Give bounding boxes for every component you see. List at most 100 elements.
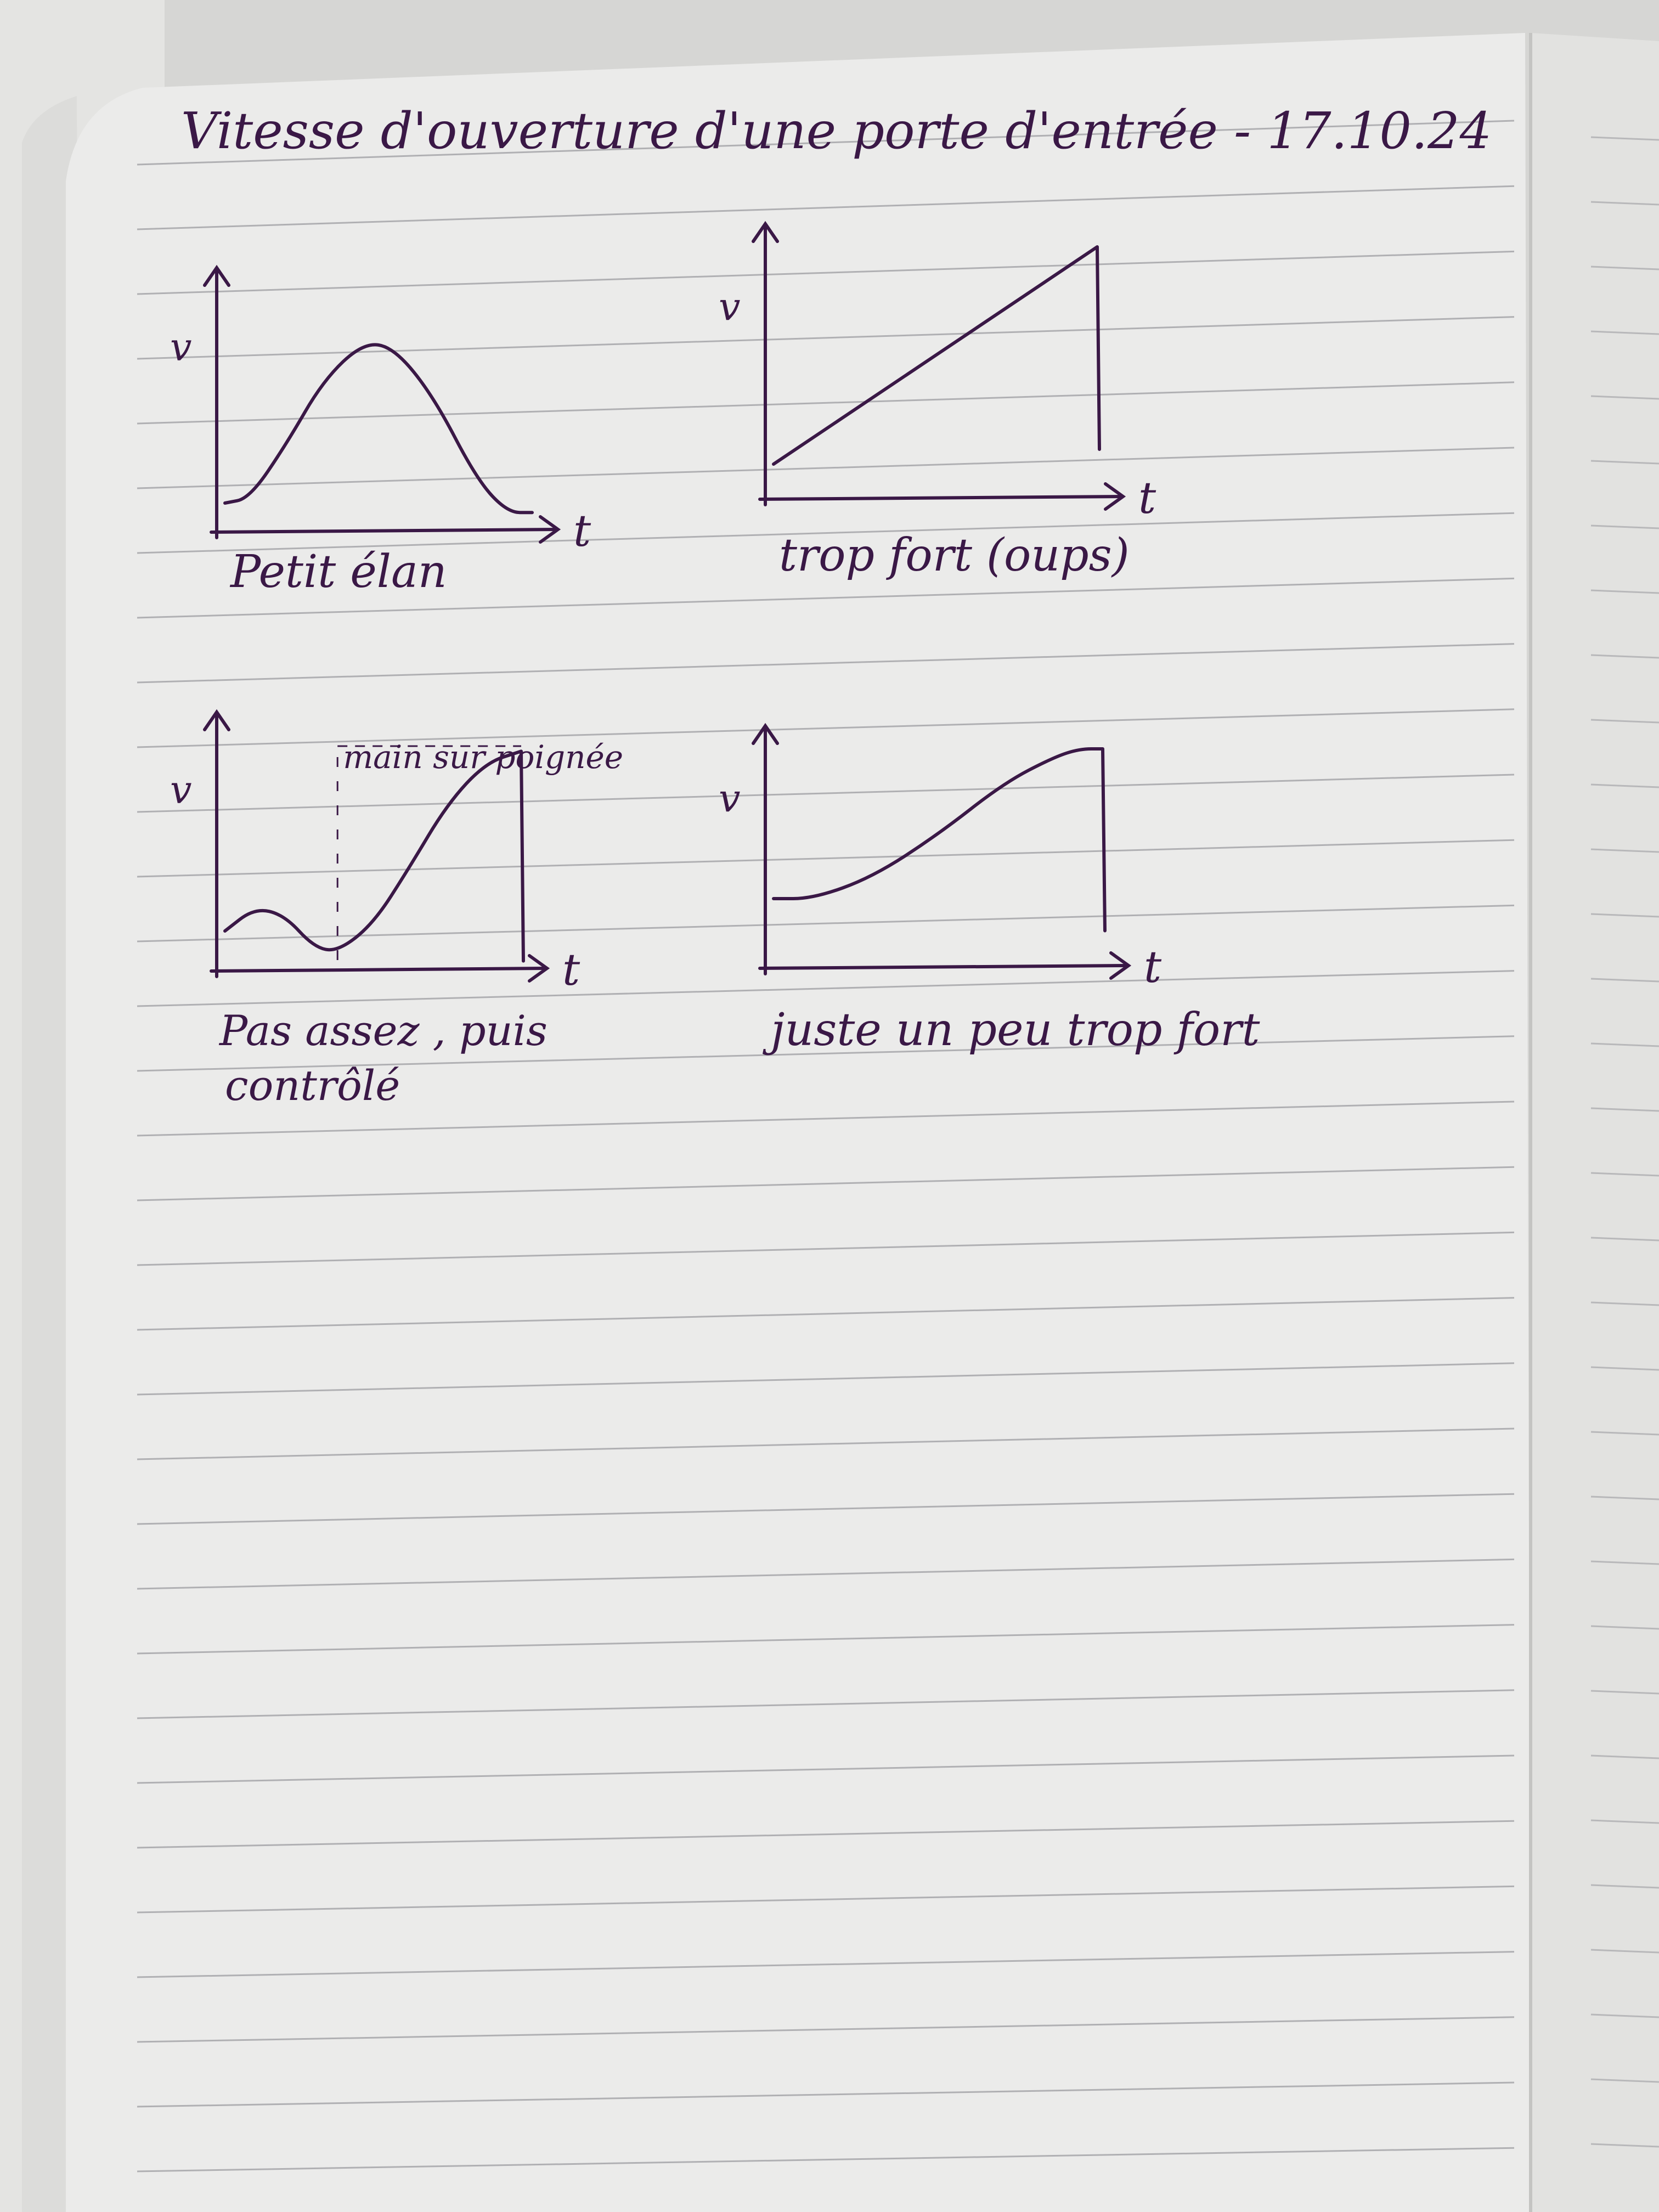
ruled-line (137, 1493, 1515, 1525)
ruled-line (137, 577, 1515, 619)
ruled-line (137, 250, 1515, 295)
chart-caption: Pas assez , puis (218, 1006, 548, 1055)
x-axis-label: t (562, 944, 580, 995)
x-axis (758, 964, 1129, 970)
ruled-line (137, 1754, 1515, 1784)
ruled-line (137, 512, 1515, 554)
y-axis-label: v (170, 325, 192, 370)
x-axis-label: t (573, 505, 591, 556)
ruled-line (137, 904, 1515, 943)
ruled-line (1590, 136, 1659, 141)
ruled-line (137, 2081, 1515, 2108)
x-axis-arrow (539, 515, 561, 544)
ruled-line (137, 1101, 1515, 1137)
ruled-line (1590, 1560, 1659, 1565)
ruled-line (137, 839, 1515, 878)
ruled-line (137, 1951, 1515, 1978)
ruled-line (137, 1166, 1515, 1201)
ruled-lines (137, 120, 1659, 2172)
ruled-line (1590, 1301, 1659, 1306)
chart-caption: Petit élan (229, 546, 447, 598)
ruled-line (137, 1820, 1515, 1849)
series-line (772, 747, 1107, 933)
y-axis-arrow (752, 723, 779, 745)
y-axis-arrow (752, 221, 779, 243)
chart-panel-1: v t Petit élan (170, 264, 591, 598)
chart-caption-line2: contrôlé (225, 1061, 400, 1110)
ruled-line (137, 1624, 1515, 1655)
right-page (1531, 33, 1659, 2212)
ruled-line (1590, 1042, 1659, 1047)
ruled-line (1590, 2078, 1659, 2083)
ruled-line (1590, 1431, 1659, 1436)
ruled-line (1590, 330, 1659, 335)
series-line (772, 245, 1101, 466)
ruled-line (137, 1885, 1515, 1914)
chart-panel-3: v t Pas assez , puis contrôlé main sur poign… (170, 709, 623, 1110)
ruled-line (1590, 2013, 1659, 2018)
ruled-line (1590, 913, 1659, 918)
ruled-line (137, 1689, 1515, 1719)
ruled-line (137, 185, 1515, 230)
ruled-line (1590, 848, 1659, 853)
ruled-line (1590, 1366, 1659, 1371)
ruled-line (137, 1362, 1515, 1396)
ruled-line (1590, 1949, 1659, 1954)
ruled-line (137, 708, 1515, 748)
x-axis (758, 495, 1124, 501)
ruled-line (1590, 2143, 1659, 2148)
ruled-line (1590, 1172, 1659, 1177)
ruled-line (1590, 783, 1659, 788)
ruled-line (1590, 719, 1659, 724)
ruled-line (1590, 1496, 1659, 1500)
x-axis-label: t (1138, 472, 1156, 523)
ruled-line (137, 2147, 1515, 2172)
ruled-line (137, 1427, 1515, 1460)
x-axis-label: t (1144, 941, 1162, 992)
ruled-line (1590, 1107, 1659, 1112)
ruled-line (137, 1297, 1515, 1331)
ruled-line (1590, 395, 1659, 400)
ruled-line (1590, 266, 1659, 270)
ruled-line (137, 1035, 1515, 1072)
ruled-line (1590, 1237, 1659, 1242)
x-axis (210, 967, 548, 973)
x-axis-arrow (528, 954, 550, 983)
ruled-line (1590, 1754, 1659, 1759)
chart-caption: trop fort (oups) (779, 529, 1130, 582)
ruled-line (1590, 1884, 1659, 1889)
ruled-line (137, 316, 1515, 360)
x-axis (210, 528, 558, 534)
ruled-line (1590, 1819, 1659, 1824)
ruled-line (137, 447, 1515, 489)
ruled-line (1590, 460, 1659, 465)
ruled-line (137, 774, 1515, 813)
main-page (66, 33, 1531, 2212)
ruled-line (137, 120, 1515, 166)
series-line (223, 343, 534, 515)
y-axis-label: v (719, 285, 741, 330)
ruled-line (1590, 1625, 1659, 1630)
ruled-line (1590, 524, 1659, 529)
ruled-line (137, 381, 1515, 425)
ruled-line (137, 970, 1515, 1007)
ruled-line (1590, 654, 1659, 659)
x-axis-arrow (1109, 951, 1132, 980)
ruled-line (1590, 978, 1659, 983)
series-line (223, 749, 525, 963)
y-axis-arrow (203, 709, 230, 731)
ruled-line (1590, 201, 1659, 206)
y-axis-arrow (203, 264, 230, 287)
ruled-line (1590, 589, 1659, 594)
page-title: Vitesse d'ouverture d'une porte d'entrée… (181, 101, 1492, 160)
y-axis-label: v (719, 776, 741, 821)
ruled-line (137, 643, 1515, 684)
ruled-line (1590, 1690, 1659, 1695)
chart-panel-4: v t juste un peu trop fort (719, 723, 1260, 1056)
y-axis-label: v (170, 768, 192, 812)
ruled-line (137, 1231, 1515, 1266)
chart-caption: juste un peu trop fort (763, 1004, 1260, 1056)
